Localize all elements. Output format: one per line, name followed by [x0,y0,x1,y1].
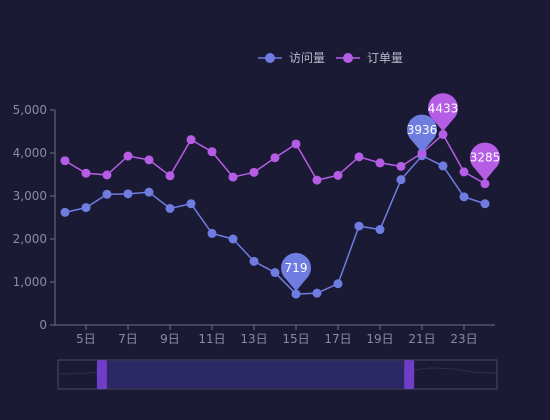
data-point[interactable] [186,199,196,209]
data-point[interactable] [438,129,448,139]
data-point[interactable] [333,279,343,289]
y-tick-label: 0 [39,318,47,332]
data-point[interactable] [459,192,469,202]
legend-swatch-dot[interactable] [343,53,353,63]
x-tick-label: 7日 [118,332,138,346]
markpoint-pin[interactable] [281,252,311,292]
data-point[interactable] [186,135,196,145]
markpoint-pin[interactable] [407,114,437,153]
markpoint-label: 3285 [470,151,501,165]
data-point[interactable] [312,175,322,185]
data-point[interactable] [81,168,91,178]
data-point[interactable] [165,171,175,181]
data-point[interactable] [102,189,112,199]
data-point[interactable] [144,155,154,165]
x-tick-label: 13日 [240,332,267,346]
data-point[interactable] [354,221,364,231]
x-tick-label: 11日 [198,332,225,346]
data-point[interactable] [123,151,133,161]
legend-swatch-dot[interactable] [265,53,275,63]
data-point[interactable] [123,189,133,199]
y-tick-label: 5,000 [13,103,47,117]
data-point[interactable] [60,156,70,166]
y-tick-label: 1,000 [13,275,47,289]
markpoint-pin[interactable] [470,142,501,181]
x-tick-label: 23日 [450,332,477,346]
datazoom-window[interactable] [101,361,410,388]
data-point[interactable] [60,207,70,217]
data-point[interactable] [291,289,301,299]
markpoint-pin[interactable] [428,93,459,132]
data-point[interactable] [207,228,217,238]
datazoom-track[interactable] [57,359,498,390]
data-point[interactable] [396,175,406,185]
x-tick-label: 9日 [160,332,180,346]
x-tick-label: 21日 [408,332,435,346]
data-point[interactable] [438,161,448,171]
data-point[interactable] [312,288,322,298]
data-point[interactable] [228,234,238,244]
data-point[interactable] [480,199,490,209]
data-point[interactable] [249,167,259,177]
data-point[interactable] [144,187,154,197]
data-point[interactable] [228,172,238,182]
data-point[interactable] [270,268,280,278]
data-point[interactable] [249,256,259,266]
x-tick-label: 19日 [366,332,393,346]
y-tick-label: 2,000 [13,232,47,246]
datazoom-handle-right[interactable] [404,360,415,389]
datazoom-handle-left[interactable] [96,360,107,389]
data-point[interactable] [207,147,217,157]
data-point[interactable] [480,179,490,189]
legend-label[interactable]: 订单量 [367,51,403,65]
data-point[interactable] [81,203,91,213]
data-point[interactable] [459,167,469,177]
x-tick-label: 15日 [282,332,309,346]
data-point[interactable] [333,170,343,180]
x-tick-label: 5日 [76,332,96,346]
data-point[interactable] [354,152,364,162]
y-tick-label: 3,000 [13,189,47,203]
x-tick-label: 17日 [324,332,351,346]
data-point[interactable] [417,148,427,158]
data-point[interactable] [165,203,175,213]
markpoint-label: 4433 [428,101,459,115]
data-point[interactable] [270,153,280,163]
data-point[interactable] [102,170,112,180]
data-point[interactable] [375,158,385,168]
data-point[interactable] [291,139,301,149]
data-point[interactable] [375,225,385,235]
markpoint-label: 3936 [407,123,438,137]
y-tick-label: 4,000 [13,146,47,160]
data-point[interactable] [396,161,406,171]
legend-label[interactable]: 访问量 [289,51,325,65]
markpoint-label: 719 [285,261,308,275]
